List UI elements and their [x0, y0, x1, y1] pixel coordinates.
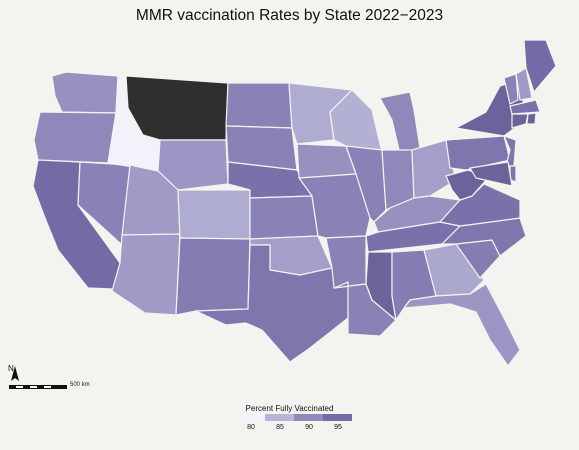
legend-tick-80: 80 [247, 424, 255, 431]
state-arizona [111, 233, 181, 316]
legend-swatch-95 [323, 414, 352, 421]
state-colorado [177, 189, 251, 240]
state-north-dakota [225, 82, 293, 129]
state-michigan [379, 91, 421, 155]
map-title: MMR vaccination Rates by State 2022−2023 [135, 7, 444, 24]
legend-tick-90: 90 [305, 424, 313, 431]
legend-swatch-80 [236, 414, 265, 421]
state-new-mexico [175, 237, 251, 316]
legend-swatch-85 [265, 414, 294, 421]
north-arrow-icon [11, 366, 19, 381]
state-wyoming [157, 139, 229, 191]
state-oregon [33, 111, 117, 164]
state-texas [195, 244, 349, 363]
legend-tick-95: 95 [334, 424, 342, 431]
state-rhode-island [526, 112, 537, 125]
state-maine [523, 39, 557, 93]
legend-swatches [236, 414, 352, 421]
state-kansas [249, 195, 319, 240]
state-new-hampshire [515, 67, 533, 101]
legend-title: Percent Fully Vaccinated [245, 404, 334, 413]
state-connecticut [511, 113, 529, 129]
state-montana [125, 75, 229, 141]
state-georgia [423, 243, 485, 297]
state-washington [51, 71, 119, 114]
state-ohio [411, 139, 457, 199]
state-florida [403, 283, 521, 367]
scale-label: 500 km [70, 382, 90, 388]
legend-swatch-90 [294, 414, 323, 421]
legend-tick-85: 85 [276, 424, 284, 431]
state-vermont [503, 73, 519, 105]
north-label: N [8, 364, 14, 373]
scale-bar [9, 385, 67, 389]
state-maryland [469, 161, 513, 187]
state-massachusetts [509, 99, 541, 115]
